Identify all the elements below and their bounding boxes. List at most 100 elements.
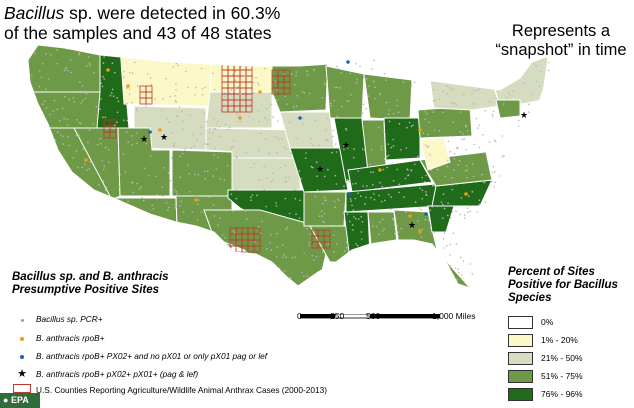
site-dot	[528, 111, 530, 113]
site-dot	[252, 119, 255, 121]
site-dot	[228, 91, 230, 93]
site-dot	[413, 244, 416, 246]
site-dot	[477, 219, 480, 222]
site-dot	[378, 233, 380, 236]
site-dot	[151, 219, 154, 222]
site-dot	[294, 197, 297, 200]
site-dot	[21, 172, 23, 174]
site-dot	[182, 120, 185, 122]
state-region-wisconsin	[325, 65, 365, 119]
site-dot	[155, 251, 157, 254]
site-dot	[78, 53, 80, 56]
site-dot	[45, 127, 48, 130]
site-dot	[249, 103, 252, 106]
site-markers: ★ ★ ★ ★ ★ ★	[84, 60, 528, 234]
site-dot	[392, 180, 395, 182]
site-dot	[390, 146, 393, 149]
site-dot	[49, 176, 52, 178]
site-dot	[460, 111, 462, 113]
site-dot	[460, 66, 462, 68]
site-dot	[380, 243, 383, 245]
site-dot	[278, 138, 280, 140]
site-dot	[429, 209, 432, 211]
state-region-kansas	[231, 157, 301, 191]
site-dot	[102, 168, 105, 171]
site-dot	[390, 196, 393, 198]
site-dot	[506, 240, 509, 242]
site-dot	[420, 208, 423, 211]
site-dot	[119, 240, 121, 242]
orange-site-marker	[464, 192, 468, 196]
site-dot	[404, 177, 407, 180]
site-dot	[136, 142, 138, 144]
site-dot	[546, 180, 549, 183]
site-dot	[257, 149, 260, 152]
percent-legend-label: 0%	[541, 317, 554, 327]
site-dot	[325, 49, 328, 52]
site-dot	[424, 118, 426, 121]
site-dot	[136, 85, 139, 87]
site-dot	[246, 218, 248, 220]
site-dot	[396, 99, 398, 102]
site-dot	[58, 214, 60, 217]
site-dot	[118, 186, 121, 188]
site-dot	[104, 225, 107, 227]
site-dot	[227, 46, 230, 48]
site-dot	[497, 243, 500, 246]
site-dot	[476, 90, 478, 92]
site-dot	[81, 85, 84, 87]
percent-legend-title-line-2: Positive for Bacillus	[508, 279, 618, 291]
site-dot	[37, 185, 39, 187]
site-dot	[479, 243, 482, 245]
site-dot	[441, 203, 444, 206]
site-dot	[213, 117, 215, 120]
site-dot	[284, 176, 287, 179]
site-dot	[89, 209, 92, 211]
site-dot	[294, 256, 297, 258]
site-dot	[503, 180, 506, 182]
site-dot	[331, 151, 333, 154]
site-dot	[31, 185, 34, 188]
site-dot	[224, 123, 227, 126]
site-dot	[82, 148, 85, 150]
site-dot	[446, 92, 449, 95]
state-region-west-virginia	[419, 137, 451, 171]
scale-label: 0	[297, 311, 302, 321]
site-dot	[62, 107, 64, 110]
site-dot	[276, 232, 278, 235]
site-dot	[201, 94, 204, 96]
percent-legend-label: 1% - 20%	[541, 335, 578, 345]
site-dot	[316, 175, 318, 177]
site-dot	[239, 93, 241, 95]
site-dot	[81, 166, 83, 169]
site-dot	[102, 223, 104, 226]
site-dot	[83, 194, 85, 197]
site-dot	[154, 98, 156, 100]
site-dot	[110, 92, 113, 94]
site-dot	[83, 163, 86, 166]
site-dot	[179, 155, 182, 158]
site-dot	[252, 75, 254, 77]
site-dot	[104, 116, 107, 118]
site-dot	[387, 281, 390, 283]
site-dot	[387, 143, 389, 145]
site-dot	[119, 173, 121, 176]
site-dot	[343, 185, 345, 187]
site-dot	[312, 144, 314, 147]
blue-site-marker	[148, 130, 152, 134]
site-dot	[79, 245, 81, 247]
site-dot	[427, 219, 430, 221]
site-dot	[143, 199, 145, 202]
site-dot	[538, 118, 541, 121]
site-dot	[380, 148, 383, 150]
site-dot	[414, 201, 417, 203]
site-dot	[264, 285, 267, 288]
site-dot	[126, 119, 129, 122]
site-dot	[26, 59, 28, 61]
site-dot	[156, 194, 158, 196]
site-dot	[223, 92, 226, 94]
site-dot	[171, 251, 174, 253]
site-dot	[545, 252, 547, 254]
site-dot	[495, 98, 498, 100]
site-dot	[378, 221, 381, 223]
